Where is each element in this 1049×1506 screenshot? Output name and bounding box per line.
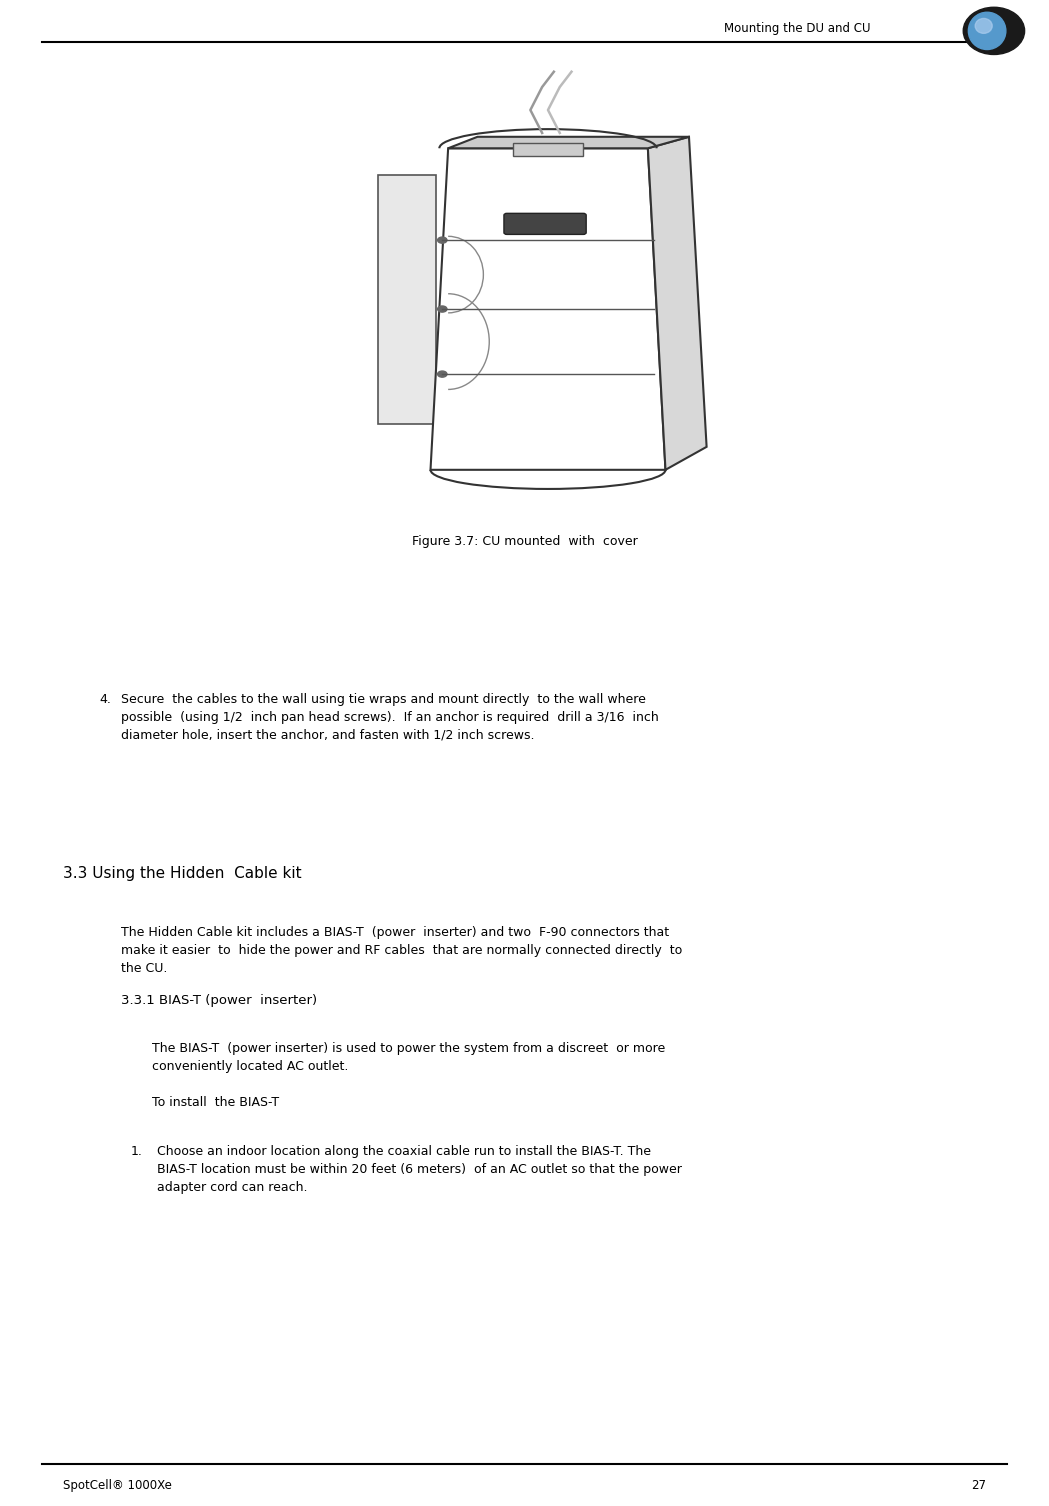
Ellipse shape [968,12,1006,50]
Ellipse shape [976,18,992,33]
Polygon shape [648,137,707,470]
Text: Figure 3.7: CU mounted  with  cover: Figure 3.7: CU mounted with cover [411,535,638,548]
Circle shape [437,370,447,376]
Polygon shape [430,148,665,470]
Circle shape [437,306,447,312]
Polygon shape [378,175,436,423]
Text: Secure  the cables to the wall using tie wraps and mount directly  to the wall w: Secure the cables to the wall using tie … [121,693,659,742]
Text: 27: 27 [971,1479,986,1492]
Polygon shape [448,137,689,148]
Text: The Hidden Cable kit includes a BIAS-T  (power  inserter) and two  F-90 connecto: The Hidden Cable kit includes a BIAS-T (… [121,926,682,976]
Circle shape [437,236,447,242]
FancyBboxPatch shape [504,214,586,235]
Ellipse shape [963,8,1025,54]
Text: Mounting the DU and CU: Mounting the DU and CU [724,21,871,35]
Text: 3.3.1 BIAS-T (power  inserter): 3.3.1 BIAS-T (power inserter) [121,994,317,1008]
Text: 4.: 4. [100,693,111,706]
Text: To install  the BIAS-T: To install the BIAS-T [152,1096,279,1110]
Text: Choose an indoor location along the coaxial cable run to install the BIAS-T. The: Choose an indoor location along the coax… [157,1145,682,1194]
Text: The BIAS-T  (power inserter) is used to power the system from a discreet  or mor: The BIAS-T (power inserter) is used to p… [152,1042,665,1074]
Text: 1.: 1. [131,1145,143,1158]
Polygon shape [513,143,583,157]
Text: SpotCell® 1000Xe: SpotCell® 1000Xe [63,1479,172,1492]
Text: 3.3 Using the Hidden  Cable kit: 3.3 Using the Hidden Cable kit [63,866,301,881]
